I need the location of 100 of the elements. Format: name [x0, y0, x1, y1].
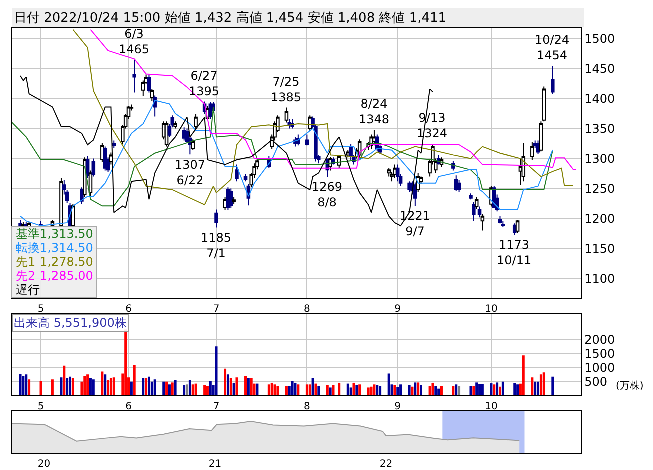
bar — [478, 384, 482, 396]
bar — [86, 374, 90, 396]
candlestick — [530, 141, 534, 160]
bar — [206, 386, 209, 396]
bar — [28, 380, 31, 396]
chart-title: 出来高 5,551,900株 — [14, 316, 127, 330]
bar — [542, 372, 546, 396]
bar — [274, 384, 276, 396]
candlestick — [174, 121, 178, 130]
bar — [291, 381, 294, 396]
bar — [370, 386, 373, 396]
bar — [107, 380, 110, 396]
x-tick-label: 9 — [394, 304, 402, 315]
bar — [540, 374, 542, 396]
annotation: 7/25 1385 — [271, 75, 302, 105]
bar — [247, 378, 250, 396]
bar — [268, 384, 270, 396]
x-tick-label: 20 — [38, 458, 51, 470]
bar — [285, 386, 288, 396]
bar — [154, 380, 156, 396]
bar — [314, 384, 318, 396]
bar — [329, 388, 332, 396]
bar — [236, 378, 238, 396]
bar — [388, 374, 390, 396]
candlestick — [414, 182, 418, 207]
bar — [215, 346, 218, 396]
bar — [63, 366, 66, 396]
x-tick-label: 7 — [213, 402, 220, 413]
bar — [332, 385, 335, 396]
bar — [186, 384, 189, 396]
candlestick — [60, 177, 64, 228]
annotation: 1,285.00 — [40, 269, 94, 283]
bar — [350, 388, 352, 396]
bar — [408, 385, 411, 396]
candlestick — [522, 142, 526, 182]
x-tick-label: 10 — [485, 304, 498, 315]
bar — [490, 384, 493, 396]
bar — [496, 382, 499, 396]
y-tick-label: 1250 — [584, 182, 616, 196]
bar — [481, 384, 484, 396]
candlestick — [232, 196, 236, 205]
text: 基準 — [16, 227, 40, 241]
bar — [493, 384, 496, 396]
bar — [92, 380, 95, 396]
bar — [534, 382, 537, 396]
candlestick — [92, 158, 96, 178]
bar — [531, 378, 534, 396]
bar — [192, 384, 194, 396]
bar — [358, 384, 362, 396]
bar — [376, 385, 379, 396]
bar — [470, 386, 472, 396]
annotation: 8/24 1348 — [359, 97, 390, 127]
bar — [318, 386, 320, 396]
bar — [502, 382, 504, 396]
bar — [166, 382, 168, 396]
bar — [256, 384, 259, 396]
bar — [458, 386, 461, 396]
y-tick-label: 1150 — [584, 242, 616, 256]
x-tick-label: 5 — [38, 304, 44, 315]
candlestick — [516, 219, 520, 234]
bar — [162, 382, 166, 396]
candlestick — [480, 213, 485, 232]
annotation: 1173 10/11 — [497, 238, 532, 268]
candlestick — [337, 154, 342, 169]
bar — [174, 380, 177, 396]
candlestick — [469, 193, 473, 200]
bar — [379, 386, 382, 396]
candlestick — [457, 180, 462, 193]
bar — [476, 382, 478, 396]
annotation: 1185 7/1 — [201, 231, 232, 261]
candlestick — [244, 174, 248, 182]
bar — [346, 384, 350, 396]
bar — [101, 372, 104, 396]
bar — [373, 384, 376, 396]
candlestick — [214, 209, 218, 228]
candlestick — [478, 206, 482, 218]
bar — [145, 378, 148, 396]
bar — [428, 386, 432, 396]
bar — [133, 365, 136, 396]
annotation: 1,278.50 — [40, 255, 94, 269]
candlestick — [551, 66, 555, 94]
bar — [499, 386, 502, 396]
x-tick-label: 6 — [126, 304, 132, 315]
bar — [19, 374, 22, 396]
x-tick-label: 9 — [394, 402, 402, 413]
candlestick — [194, 114, 198, 130]
bar — [438, 388, 440, 396]
candlestick — [150, 88, 154, 102]
bar — [183, 385, 186, 396]
x-tick-label: 6 — [126, 402, 132, 413]
y-axis-title: (万株) — [616, 380, 644, 392]
bar — [112, 378, 116, 396]
bar — [400, 384, 402, 396]
bar — [250, 378, 253, 396]
candlestick — [472, 201, 476, 222]
bar — [420, 385, 423, 396]
y-tick-label: 1400 — [584, 92, 616, 106]
line-series — [90, 29, 577, 170]
bar — [66, 378, 69, 396]
bar — [110, 378, 112, 396]
